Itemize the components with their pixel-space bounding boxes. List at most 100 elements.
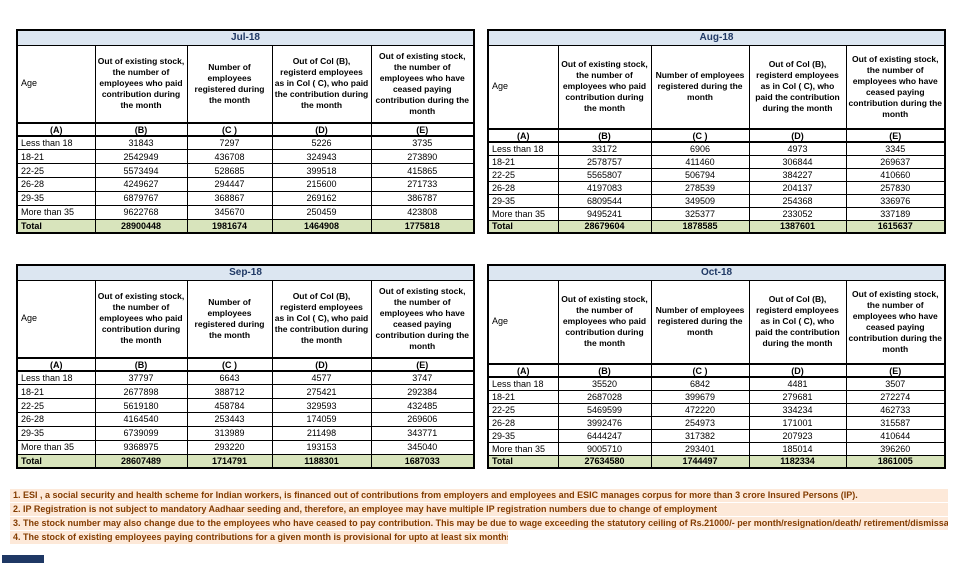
value-cell: 1714791 [186,453,273,469]
letter-d: (D) [271,122,372,137]
value-cell: 436708 [186,149,273,165]
age-group-cell: More than 35 [16,439,96,455]
col-e-header: Out of existing stock, the number of emp… [845,44,946,130]
value-cell: 292384 [370,384,475,400]
value-cell: 5469599 [557,402,652,417]
value-cell: 1188301 [271,453,372,469]
jul-18-table: Jul-18 Age Out of existing stock, the nu… [16,29,476,234]
table-row: 18-21 2687028 399679 279681 272274 [487,389,946,404]
age-group-cell: 29-35 [16,425,96,441]
value-cell: 325377 [650,206,750,221]
value-cell: 337189 [845,206,946,221]
col-d-header: Out of Col (B), registerd employees as i… [271,44,372,124]
value-cell: 396260 [845,441,946,456]
value-cell: 215600 [271,177,372,192]
letter-e: (E) [845,128,946,143]
value-cell: 294447 [186,177,273,192]
value-cell: 3992476 [557,415,652,430]
value-cell: 278539 [650,180,750,195]
table-row: 22-25 5619180 458784 329593 432485 [16,398,475,414]
value-cell: 368867 [186,190,273,206]
value-cell: 269162 [271,190,372,206]
age-group-cell: 18-21 [16,384,96,400]
value-cell: 5573494 [94,163,188,179]
value-cell: 399679 [650,389,750,404]
value-cell: 28679604 [557,219,652,234]
table-row: 22-25 5573494 528685 399518 415865 [16,163,475,179]
value-cell: 6906 [650,141,750,156]
value-cell: 250459 [271,204,372,220]
footnotes-block: 1. ESI , a social security and health sc… [10,489,950,545]
footnote-4: 4. The stock of existing employees payin… [10,531,508,544]
age-group-cell: 26-28 [487,180,559,195]
value-cell: 3345 [845,141,946,156]
value-cell: 410644 [845,428,946,443]
value-cell: 4973 [748,141,847,156]
value-cell: 343771 [370,425,475,441]
column-header-row: Age Out of existing stock, the number of… [487,44,946,130]
total-row: Total 28900448 1981674 1464908 1775818 [16,218,475,234]
aug-18-table: Aug-18 Age Out of existing stock, the nu… [487,29,947,234]
oct-18-table: Oct-18 Age Out of existing stock, the nu… [487,264,947,469]
value-cell: 388712 [186,384,273,400]
value-cell: 345670 [186,204,273,220]
letter-c: (C ) [650,363,750,378]
value-cell: 2677898 [94,384,188,400]
letter-d: (D) [271,357,372,372]
value-cell: 269606 [370,412,475,427]
age-group-cell: 22-25 [487,402,559,417]
age-group-cell: 29-35 [16,190,96,206]
value-cell: 35520 [557,376,652,391]
value-cell: 207923 [748,428,847,443]
age-header: Age [487,279,559,365]
age-group-cell: 22-25 [16,163,96,179]
col-e-header: Out of existing stock, the number of emp… [370,279,475,359]
value-cell: 324943 [271,149,372,165]
letter-a: (A) [16,357,96,372]
col-b-header: Out of existing stock, the number of emp… [557,44,652,130]
letter-e: (E) [845,363,946,378]
table-row: 26-28 3992476 254973 171001 315587 [487,415,946,430]
table-row: More than 35 9495241 325377 233052 337189 [487,206,946,221]
footnote-1: 1. ESI , a social security and health sc… [10,489,948,502]
value-cell: 7297 [186,135,273,151]
value-cell: 313989 [186,425,273,441]
value-cell: 349509 [650,193,750,208]
col-b-header: Out of existing stock, the number of emp… [94,279,188,359]
value-cell: 506794 [650,167,750,182]
column-letters-row: (A) (B) (C ) (D) (E) [487,363,946,378]
value-cell: 9622768 [94,204,188,220]
value-cell: 306844 [748,154,847,169]
value-cell: 33172 [557,141,652,156]
value-cell: 279681 [748,389,847,404]
age-group-cell: 26-28 [487,415,559,430]
total-label-cell: Total [487,219,559,234]
age-group-cell: 26-28 [16,412,96,427]
value-cell: 462733 [845,402,946,417]
value-cell: 272274 [845,389,946,404]
month-title-row: Oct-18 [487,264,946,281]
age-group-cell: Less than 18 [487,141,559,156]
value-cell: 411460 [650,154,750,169]
age-group-cell: 18-21 [487,389,559,404]
value-cell: 6879767 [94,190,188,206]
value-cell: 293401 [650,441,750,456]
total-label-cell: Total [487,454,559,469]
age-group-cell: More than 35 [16,204,96,220]
total-row: Total 28607489 1714791 1188301 1687033 [16,453,475,469]
age-group-cell: More than 35 [487,441,559,456]
table-row: 29-35 6444247 317382 207923 410644 [487,428,946,443]
value-cell: 204137 [748,180,847,195]
age-group-cell: 29-35 [487,428,559,443]
letter-b: (B) [557,128,652,143]
value-cell: 254973 [650,415,750,430]
letter-a: (A) [487,128,559,143]
table-row: 18-21 2542949 436708 324943 273890 [16,149,475,165]
month-title: Aug-18 [487,29,946,46]
value-cell: 257830 [845,180,946,195]
value-cell: 384227 [748,167,847,182]
month-title-row: Jul-18 [16,29,475,46]
letter-d: (D) [748,128,847,143]
month-title: Jul-18 [16,29,475,46]
footnote-2: 2. IP Registration is not subject to man… [10,503,948,516]
